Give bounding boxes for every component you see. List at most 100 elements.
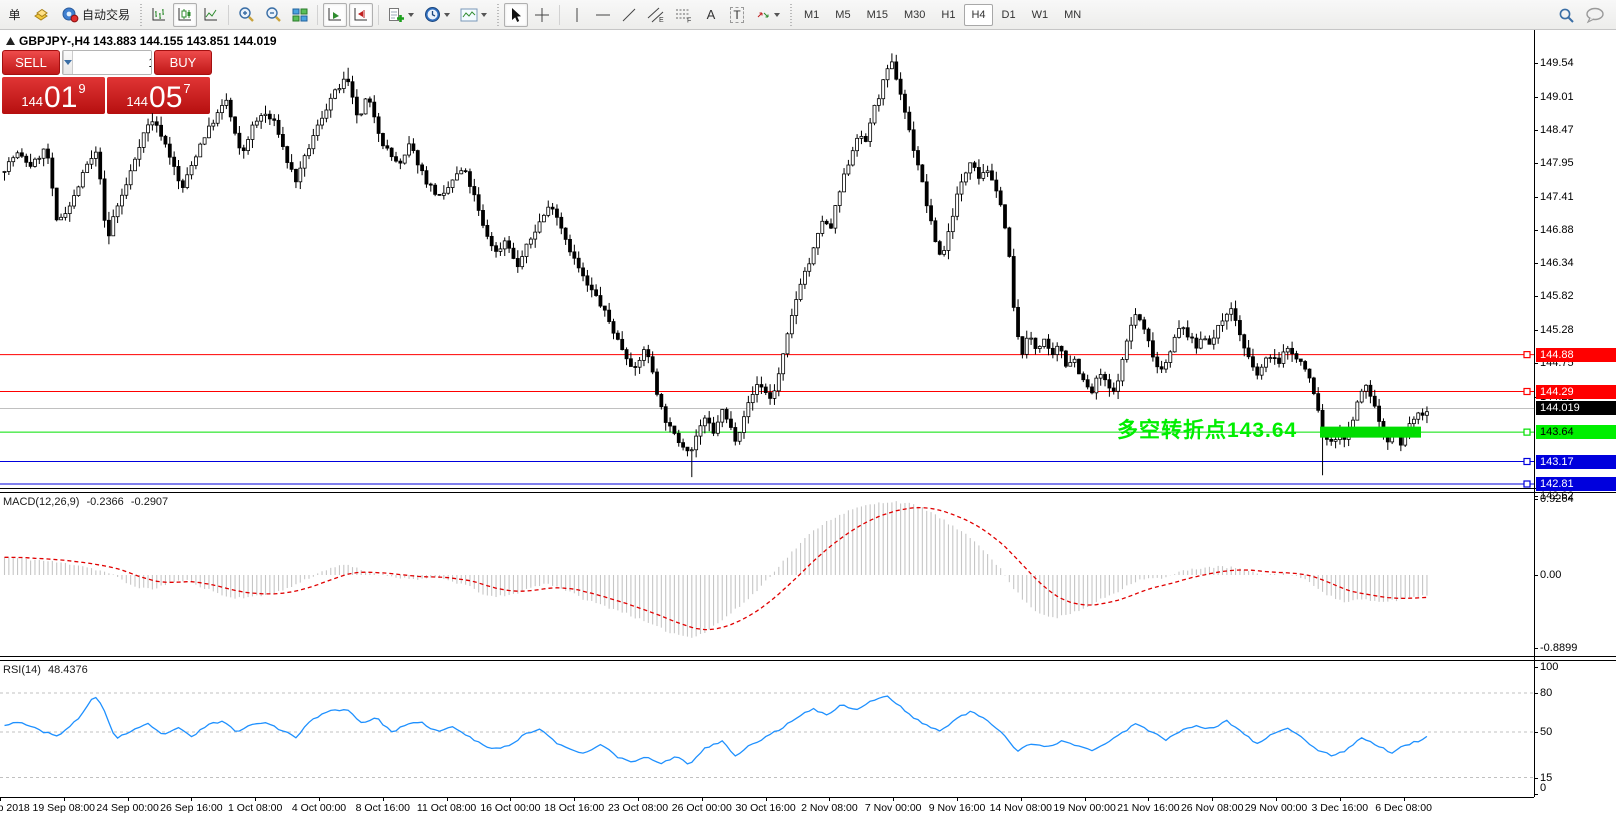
macd-axis-tick	[1534, 499, 1538, 501]
timeframe-h4[interactable]: H4	[964, 3, 993, 26]
pane-separator[interactable]	[0, 660, 1616, 661]
template-button[interactable]	[456, 3, 491, 27]
rsi-axis-tick	[1534, 794, 1538, 795]
crosshair-button[interactable]	[530, 3, 554, 27]
rsi-label: RSI(14)	[3, 664, 41, 676]
rsi-header: RSI(14) 48.4376	[3, 664, 88, 676]
vertical-line-button[interactable]	[565, 3, 589, 27]
date-label: 11 Oct 08:00	[416, 802, 477, 814]
date-label: 29 Nov 00:00	[1244, 802, 1308, 814]
chart-symbol-marker-icon	[6, 37, 15, 45]
chart-shift-button[interactable]	[349, 2, 374, 27]
rsi-axis-tick	[1534, 732, 1538, 733]
date-label: 26 Nov 08:00	[1180, 802, 1244, 814]
timeframe-m5[interactable]: M5	[835, 8, 851, 21]
timeframe-m15[interactable]: M15	[866, 8, 888, 21]
macd-value-main: -0.2366	[86, 496, 124, 508]
main-chart-canvas[interactable]	[0, 30, 1534, 488]
label-tool-button[interactable]: T	[725, 3, 749, 27]
rsi-axis-tick	[1534, 693, 1538, 694]
zoom-out-button[interactable]	[261, 3, 286, 27]
rsi-canvas[interactable]	[0, 662, 1534, 797]
price-axis-tick	[1534, 295, 1538, 297]
toolbar-separator	[559, 4, 561, 25]
chat-button[interactable]	[1581, 3, 1609, 27]
buy-button[interactable]: BUY	[154, 50, 212, 75]
macd-header: MACD(12,26,9) -0.2366 -0.2907	[3, 496, 168, 508]
sell-button[interactable]: SELL	[2, 50, 60, 75]
toolbar-grip[interactable]	[788, 3, 794, 26]
buy-price-panel[interactable]: 144 05 7	[107, 77, 210, 114]
channel-button[interactable]: E	[643, 3, 669, 27]
pane-separator[interactable]	[0, 488, 1616, 489]
autotrading-label: 自动交易	[82, 8, 131, 22]
volume-decrease-button[interactable]	[63, 51, 73, 74]
candlestick-chart-button[interactable]	[173, 2, 198, 27]
main-toolbar: 单 自动交易	[0, 0, 1616, 30]
date-label: 14 Sep 2018	[0, 802, 30, 814]
autotrading-icon	[62, 7, 79, 22]
clock-icon	[425, 7, 441, 22]
date-tick	[0, 797, 1, 801]
label-tool-label: T	[730, 6, 744, 23]
dropdown-caret-icon	[444, 12, 451, 17]
rsi-line	[4, 695, 1428, 765]
timeframe-m30[interactable]: M30	[903, 8, 926, 21]
price-axis-line	[1534, 30, 1535, 797]
volume-spinner	[62, 50, 152, 75]
date-label: 2 Nov 08:00	[801, 802, 858, 814]
cursor-button[interactable]	[504, 2, 529, 27]
macd-axis-tick	[1534, 575, 1538, 576]
zoom-in-button[interactable]	[234, 3, 259, 27]
toolbar-grip[interactable]	[138, 3, 144, 26]
add-indicator-icon	[389, 7, 405, 22]
volume-input[interactable]	[73, 51, 151, 74]
pivot-annotation-text[interactable]: 多空转折点143.64	[1117, 419, 1298, 442]
date-label: 24 Sep 00:00	[96, 802, 159, 814]
timeframe-h1[interactable]: H1	[941, 8, 956, 21]
auto-scroll-button[interactable]	[323, 2, 348, 27]
periods-button[interactable]	[420, 3, 454, 27]
price-line-label: 143.17	[1536, 454, 1616, 469]
date-tick	[510, 797, 512, 801]
macd-axis-label: -0.8899	[1540, 641, 1578, 654]
bar-chart-button[interactable]	[147, 3, 171, 27]
line-chart-button[interactable]	[199, 3, 223, 27]
arrows-tool-button[interactable]	[751, 3, 784, 27]
date-tick	[1212, 797, 1214, 801]
add-indicator-button[interactable]	[384, 3, 418, 27]
timeframe-m1[interactable]: M1	[804, 8, 820, 21]
search-button[interactable]	[1554, 3, 1579, 27]
sell-price-panel[interactable]: 144 01 9	[2, 77, 105, 114]
crosshair-icon	[535, 7, 550, 22]
toolbar-grip[interactable]	[495, 3, 501, 26]
date-label: 23 Oct 08:00	[607, 802, 669, 814]
dropdown-caret-icon	[774, 12, 781, 17]
date-label: 1 Oct 08:00	[228, 802, 283, 814]
date-tick	[1084, 797, 1086, 801]
fibonacci-button[interactable]: F	[671, 3, 697, 27]
timeframe-mn[interactable]: MN	[1064, 8, 1082, 21]
new-order-button[interactable]: 单	[1, 3, 25, 27]
date-tick	[446, 797, 448, 801]
price-line-label: 142.81	[1536, 477, 1616, 491]
price-axis-label: 147.95	[1540, 156, 1574, 169]
pane-separator[interactable]	[0, 656, 1616, 657]
macd-canvas[interactable]	[0, 494, 1534, 656]
gold-badge-icon[interactable]	[27, 3, 55, 27]
autotrading-button[interactable]: 自动交易	[57, 3, 134, 27]
horizontal-line-icon	[596, 14, 611, 15]
timeframe-d1[interactable]: D1	[1001, 8, 1016, 21]
trendline-button[interactable]	[617, 3, 641, 27]
horizontal-line-button[interactable]	[591, 3, 615, 27]
toolbar-separator	[317, 4, 319, 25]
price-axis-tick	[1534, 362, 1538, 364]
pane-separator[interactable]	[0, 492, 1616, 493]
timeframe-w1[interactable]: W1	[1031, 8, 1049, 21]
sell-price-sup: 9	[78, 81, 86, 96]
date-label: 19 Nov 00:00	[1053, 802, 1116, 814]
date-tick	[1148, 797, 1150, 801]
text-tool-button[interactable]: A	[699, 3, 723, 27]
tile-windows-button[interactable]	[288, 3, 312, 27]
tile-windows-icon	[292, 8, 308, 22]
